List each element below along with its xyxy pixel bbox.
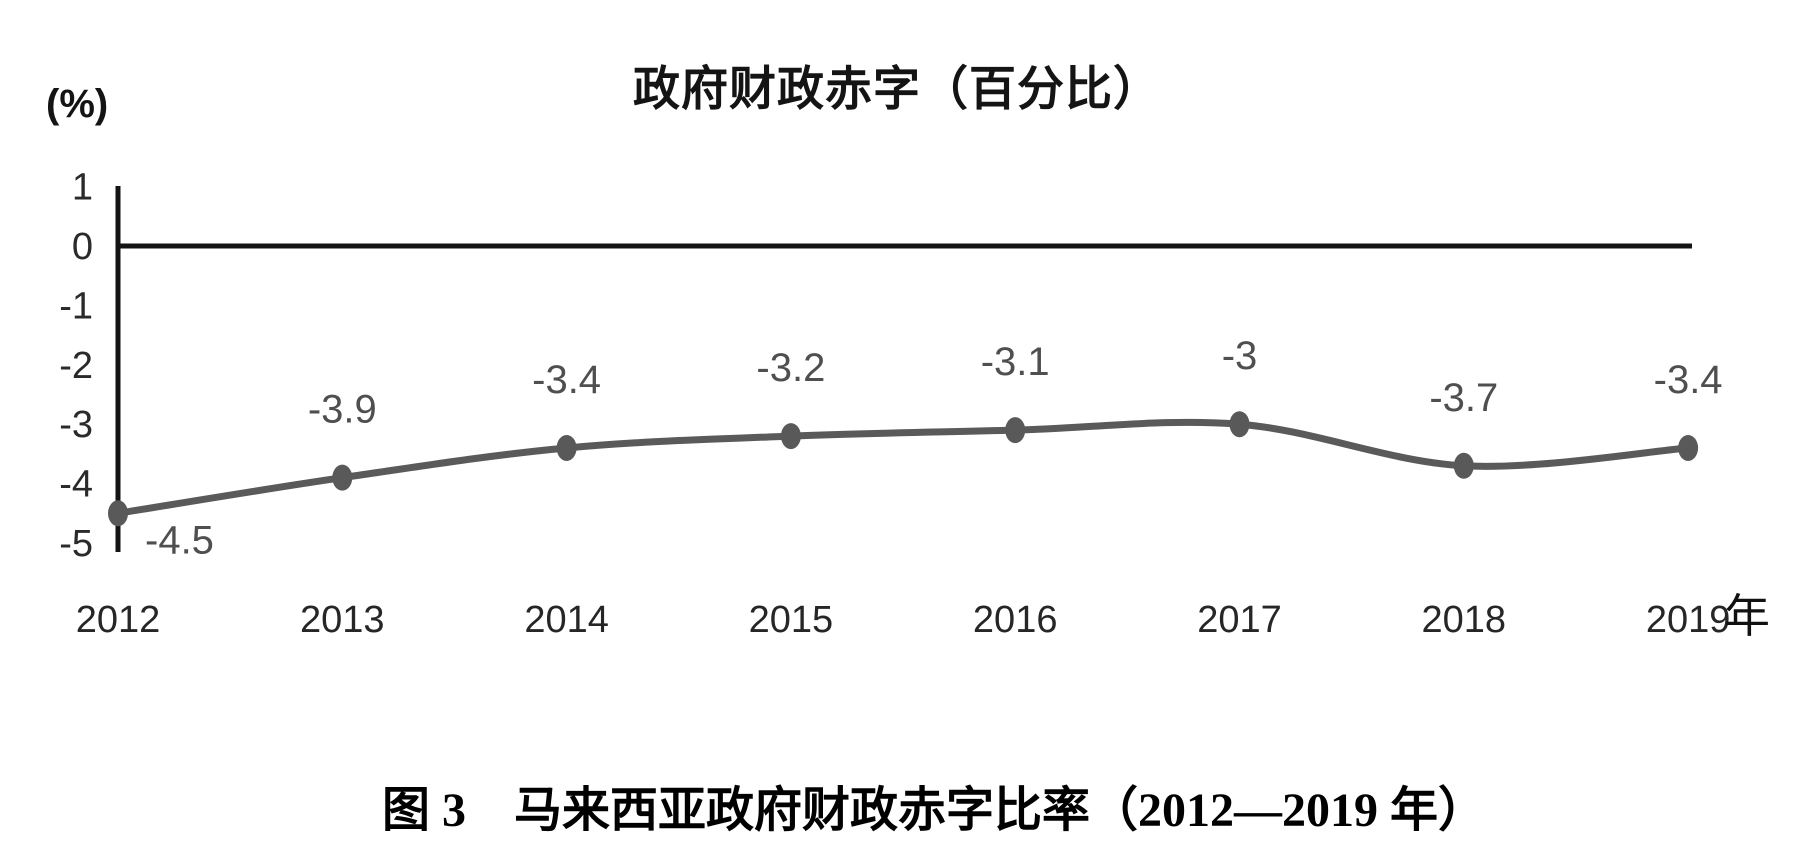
x-tick-label: 2015: [749, 599, 834, 641]
data-point-marker: [1678, 434, 1699, 461]
x-tick-label: 2018: [1422, 599, 1507, 641]
y-tick-label: -4: [59, 464, 93, 506]
data-point-marker: [1453, 452, 1474, 479]
data-point-label: -4.5: [145, 518, 214, 562]
data-point-marker: [1005, 417, 1026, 444]
data-point-marker: [556, 434, 577, 461]
figure-caption: 图 3 马来西亚政府财政赤字比率（2012—2019 年）: [381, 784, 1486, 837]
data-point-marker: [108, 500, 128, 527]
deficit-line-chart: 1 0 -1 -2 -3 -4 -5 -4.5 -3.9 -3.4 -3.2 -3.1 -3 -3.7 -3…: [59, 167, 1770, 642]
data-point-label: -3.1: [981, 340, 1050, 384]
series-line: [114, 418, 1692, 517]
data-point-marker: [1229, 411, 1250, 438]
data-point-label: -3.9: [308, 388, 377, 432]
data-point-label: -3: [1222, 334, 1258, 378]
data-point-label: -3.4: [1654, 358, 1723, 402]
data-point-label: -3.7: [1429, 376, 1498, 420]
x-tick-label: 2019: [1646, 599, 1731, 641]
y-tick-label: -5: [59, 523, 93, 565]
y-axis-unit-label: (%): [46, 82, 109, 126]
y-tick-label: -3: [59, 404, 93, 446]
data-point-marker: [780, 423, 801, 450]
x-tick-label: 2014: [524, 599, 609, 641]
x-tick-label: 2013: [300, 599, 385, 641]
x-tick-label: 2017: [1197, 599, 1282, 641]
x-tick-label: 2012: [76, 599, 161, 641]
y-tick-label: -2: [59, 345, 93, 387]
x-axis-unit-label: 年: [1724, 590, 1770, 642]
y-tick-label: 0: [72, 226, 93, 268]
data-point-label: -3.2: [756, 346, 825, 390]
y-tick-label: -1: [59, 285, 93, 327]
y-tick-label: 1: [72, 167, 93, 209]
x-tick-label: 2016: [973, 599, 1058, 641]
chart-title: 政府财政赤字（百分比）: [633, 62, 1161, 115]
data-point-label: -3.4: [532, 358, 601, 402]
data-point-marker: [332, 464, 353, 491]
